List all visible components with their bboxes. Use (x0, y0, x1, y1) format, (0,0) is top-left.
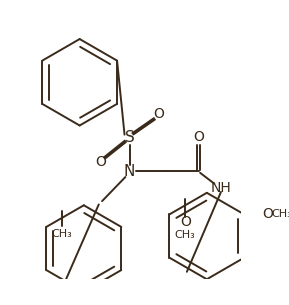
Text: CH₃: CH₃ (52, 229, 73, 239)
Text: CH₃: CH₃ (271, 209, 289, 219)
Text: N: N (124, 164, 135, 179)
Text: CH₃: CH₃ (175, 230, 196, 240)
Text: O: O (153, 107, 164, 121)
Text: NH: NH (211, 181, 231, 195)
Text: O: O (180, 215, 191, 229)
Text: O: O (193, 130, 204, 144)
Text: O: O (95, 155, 106, 169)
Text: O: O (262, 206, 273, 221)
Text: S: S (125, 131, 134, 145)
